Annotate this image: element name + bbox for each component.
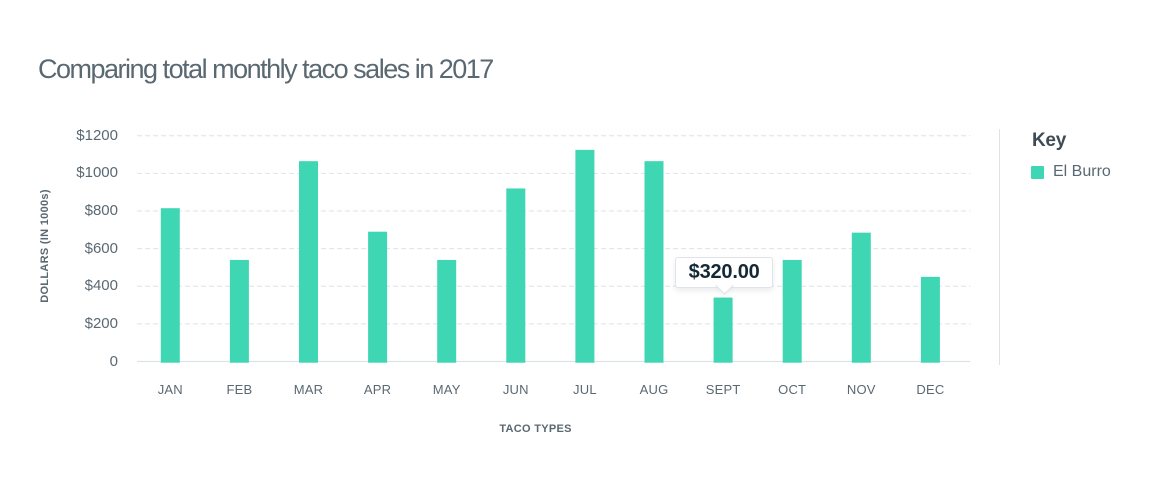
legend-divider-line: [998, 129, 1000, 365]
bar-may[interactable]: [437, 259, 457, 363]
tooltip: $320.00: [675, 257, 774, 295]
bar-mar[interactable]: [299, 161, 318, 363]
bar-sept[interactable]: [713, 297, 733, 363]
x-tick-label: OCT: [778, 382, 807, 397]
y-tick-label: $400: [84, 277, 118, 295]
bar-jul[interactable]: [575, 149, 595, 363]
x-tick-label: JAN: [157, 382, 183, 397]
y-tick-label: $1200: [76, 126, 118, 144]
x-tick-label: FEB: [226, 382, 253, 397]
bar-jan[interactable]: [160, 208, 180, 363]
x-tick-label: NOV: [846, 382, 876, 397]
chart-title: Comparing total monthly taco sales in 20…: [38, 54, 494, 84]
legend-label-el-burro[interactable]: El Burro: [1053, 163, 1111, 180]
y-tick-label: $200: [84, 314, 118, 332]
x-tick-label: MAR: [293, 382, 324, 397]
y-axis-title: DOLLARS (IN 1000s): [38, 189, 51, 304]
tooltip-value: $320.00: [688, 261, 760, 283]
x-tick-label: SEPT: [705, 382, 741, 397]
legend-title: Key: [1032, 130, 1066, 151]
bar-aug[interactable]: [644, 161, 664, 363]
x-tick-label: JUL: [573, 382, 597, 397]
y-tick-label: $800: [84, 202, 118, 220]
bar-nov[interactable]: [851, 232, 871, 363]
bar-apr[interactable]: [368, 231, 388, 363]
y-tick-label: 0: [109, 352, 118, 370]
x-tick-label: AUG: [639, 382, 669, 397]
y-tick-label: $1000: [76, 164, 118, 182]
bar-dec[interactable]: [920, 276, 940, 363]
y-tick-label: $600: [84, 239, 118, 257]
legend-swatch-el-burro[interactable]: [1031, 165, 1044, 179]
x-tick-label: MAY: [432, 382, 461, 397]
x-axis-title: TACO TYPES: [499, 423, 572, 435]
bar-jun[interactable]: [506, 188, 526, 363]
x-tick-label: JUN: [502, 382, 529, 397]
bar-oct[interactable]: [782, 259, 802, 363]
x-tick-label: DEC: [916, 382, 945, 397]
x-tick-label: APR: [363, 382, 392, 397]
bar-feb[interactable]: [229, 259, 249, 363]
